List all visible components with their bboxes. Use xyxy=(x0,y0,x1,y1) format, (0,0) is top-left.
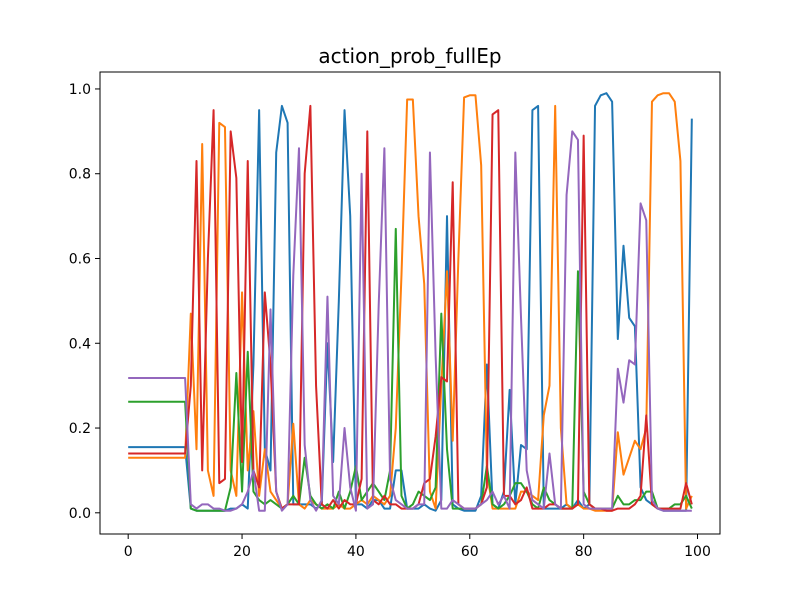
series-line-5 xyxy=(128,130,692,512)
y-tick-label: 0.2 xyxy=(69,421,91,437)
y-tick-label: 1.0 xyxy=(69,82,91,98)
y-tick-label: 0.0 xyxy=(69,506,91,522)
series-layer xyxy=(128,92,693,512)
plot-area-frame xyxy=(99,71,721,535)
y-tick-label: 0.8 xyxy=(69,167,91,183)
x-tick-label: 20 xyxy=(233,544,251,560)
chart-title: action_prob_fullEp xyxy=(318,44,501,68)
y-tick-label: 0.6 xyxy=(69,251,91,267)
x-tick-label: 80 xyxy=(575,544,593,560)
x-axis: 0 20 40 60 80 100 xyxy=(124,534,711,560)
y-tick-label: 0.4 xyxy=(69,336,91,352)
x-tick-label: 40 xyxy=(347,544,365,560)
x-tick-label: 60 xyxy=(461,544,479,560)
x-tick-label: 0 xyxy=(124,544,133,560)
y-axis: 0.0 0.2 0.4 0.6 0.8 1.0 xyxy=(69,82,100,522)
x-tick-label: 100 xyxy=(684,544,711,560)
series-line-2 xyxy=(128,92,693,512)
